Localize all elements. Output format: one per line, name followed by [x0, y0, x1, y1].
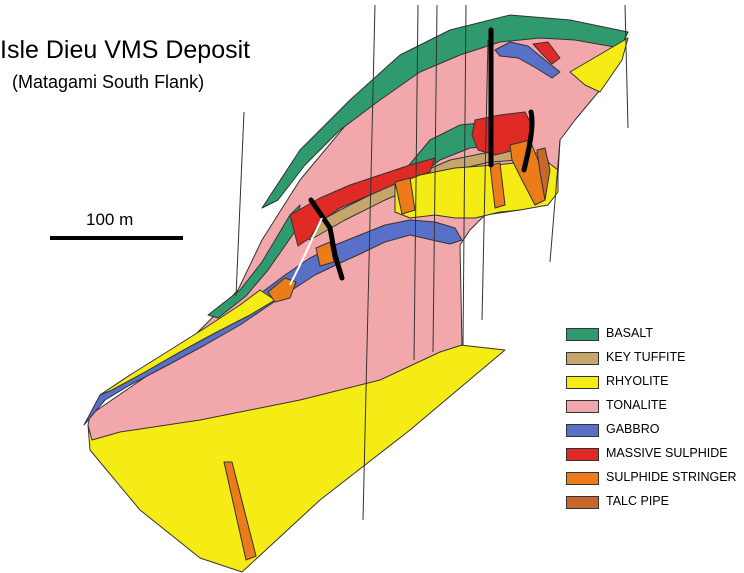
- talc-pipe-base: [223, 461, 257, 561]
- drillhole-6: [481, 39, 489, 321]
- legend: BASALT KEY TUFFITE RHYOLITE TONALITE GAB…: [566, 326, 744, 518]
- faults: [308, 27, 535, 281]
- sulphide-stringer-lower: [267, 277, 297, 303]
- legend-label: MASSIVE SULPHIDE: [606, 446, 728, 460]
- legend-swatch: [566, 424, 599, 437]
- legend-swatch: [566, 400, 599, 413]
- legend-item-key-tuffite: KEY TUFFITE: [566, 350, 744, 374]
- legend-label: TONALITE: [606, 398, 667, 412]
- drillhole-8: [624, 4, 629, 129]
- figure-subtitle: (Matagami South Flank): [12, 72, 205, 92]
- legend-item-gabbro: GABBRO: [566, 422, 744, 446]
- drillholes: [235, 4, 629, 521]
- legend-item-basalt: BASALT: [566, 326, 744, 350]
- legend-label: TALC PIPE: [606, 494, 669, 508]
- rhyolite-top-right: [569, 37, 629, 93]
- legend-item-talc-pipe: TALC PIPE: [566, 494, 744, 518]
- legend-swatch: [566, 352, 599, 365]
- drillhole-1: [235, 111, 245, 297]
- legend-item-rhyolite: RHYOLITE: [566, 374, 744, 398]
- fault-left: [308, 197, 345, 281]
- drillhole-7: [549, 139, 561, 263]
- talc-pipe-upper: [536, 147, 551, 201]
- rhyolite-central: [394, 159, 559, 219]
- legend-label: BASALT: [606, 326, 654, 340]
- massive-sulphide-upper: [532, 41, 561, 65]
- legend-swatch: [566, 376, 599, 389]
- gabbro-upper-lens: [494, 41, 561, 79]
- legend-label: GABBRO: [606, 422, 660, 436]
- sulphide-stringer-lower-2: [315, 241, 335, 267]
- legend-swatch: [566, 448, 599, 461]
- legend-label: SULPHIDE STRINGER: [606, 470, 737, 484]
- drillhole-2: [362, 4, 376, 521]
- fault-left-white: [289, 217, 323, 286]
- legend-swatch: [566, 496, 599, 509]
- sulphide-stringer-zone-2: [394, 177, 416, 215]
- fault-right: [521, 109, 535, 173]
- legend-swatch: [566, 328, 599, 341]
- legend-swatch: [566, 472, 599, 485]
- legend-label: RHYOLITE: [606, 374, 669, 388]
- legend-label: KEY TUFFITE: [606, 350, 686, 364]
- legend-item-massive-sulphide: MASSIVE SULPHIDE: [566, 446, 744, 470]
- basalt-cap: [261, 14, 629, 209]
- legend-item-tonalite: TONALITE: [566, 398, 744, 422]
- drillhole-4: [432, 4, 438, 353]
- drillhole-5: [462, 4, 467, 346]
- drillhole-3: [413, 4, 419, 361]
- scale-bar-label: 100 m: [86, 210, 134, 229]
- scale-bar: [50, 236, 183, 240]
- legend-item-sulphide-stringer: SULPHIDE STRINGER: [566, 470, 744, 494]
- sulphide-stringer-zone-3: [489, 162, 506, 209]
- figure-title: Isle Dieu VMS Deposit: [0, 36, 251, 64]
